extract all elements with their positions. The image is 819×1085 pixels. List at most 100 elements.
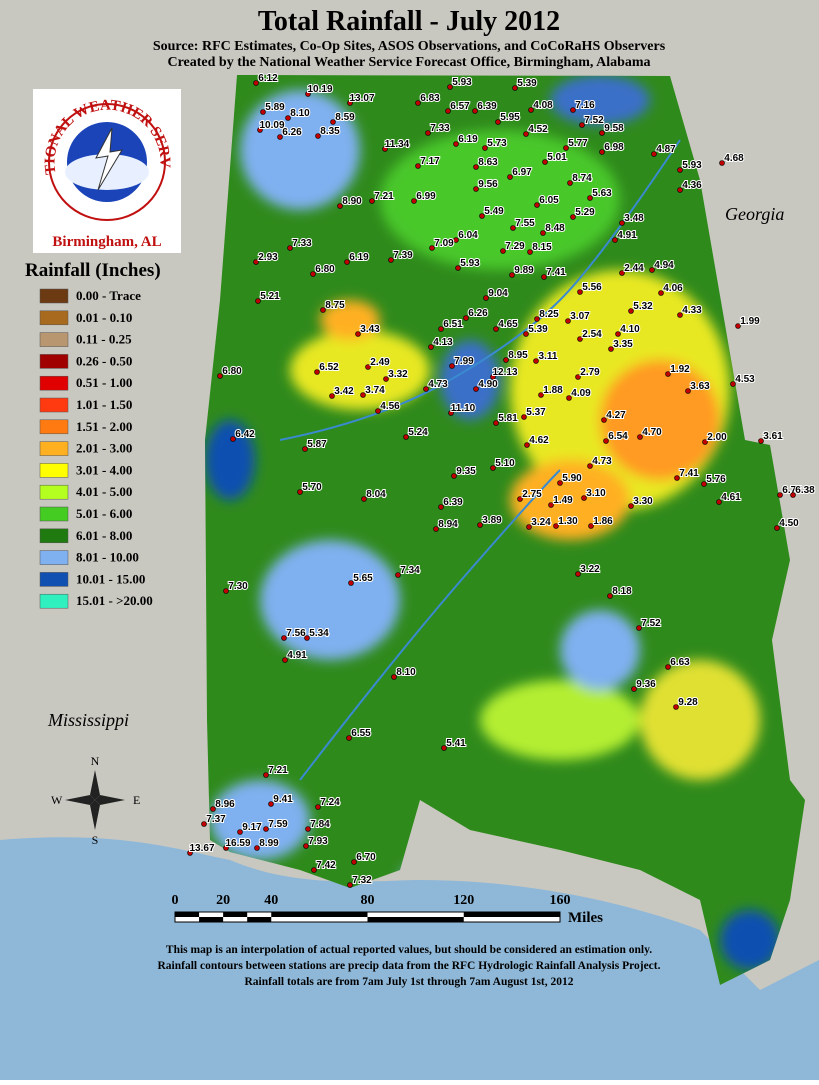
station-dot: [512, 85, 518, 91]
station-value: 6.12: [258, 73, 278, 84]
station-value: 5.41: [446, 738, 466, 749]
station-dot: [375, 408, 381, 414]
station-value: 4.53: [735, 374, 755, 385]
station-dot: [346, 735, 352, 741]
station-value: 9.28: [678, 697, 698, 708]
station-dot: [237, 829, 243, 835]
station-value: 6.05: [539, 195, 559, 206]
station-dot: [230, 436, 236, 442]
station-dot: [493, 420, 499, 426]
station-value: 5.89: [265, 102, 285, 113]
station-value: 6.42: [235, 429, 255, 440]
station-value: 5.32: [633, 301, 653, 312]
station-value: 5.93: [460, 258, 480, 269]
station-dot: [493, 326, 499, 332]
station-value: 4.50: [779, 518, 799, 529]
station-dot: [631, 686, 637, 692]
station-dot: [587, 195, 593, 201]
station-value: 7.56: [286, 628, 306, 639]
subtitle: Created by the National Weather Service …: [167, 55, 650, 70]
scale-tick-label: 120: [453, 893, 474, 908]
station-value: 6.19: [458, 134, 478, 145]
legend-label: 10.01 - 15.00: [76, 571, 145, 586]
station-dot: [608, 346, 614, 352]
station-dot: [448, 410, 454, 416]
legend-swatch: [39, 288, 69, 304]
station-dot: [255, 298, 261, 304]
station-value: 5.90: [562, 473, 582, 484]
station-dot: [619, 220, 625, 226]
station-value: 4.73: [592, 456, 612, 467]
station-dot: [790, 492, 796, 498]
station-value: 5.76: [706, 474, 726, 485]
station-value: 3.89: [482, 515, 502, 526]
station-value: 4.08: [533, 100, 553, 111]
legend-swatch: [39, 463, 69, 478]
station-dot: [665, 371, 671, 377]
station-value: 7.21: [268, 765, 288, 776]
station-value: 3.74: [365, 385, 385, 396]
station-value: 9.35: [456, 466, 476, 477]
station-value: 4.36: [682, 180, 702, 191]
logo-bolt: [95, 127, 123, 191]
station-value: 6.26: [282, 127, 302, 138]
station-dot: [473, 164, 479, 170]
station-dot: [566, 395, 572, 401]
station-dot: [383, 376, 389, 382]
state-label: Georgia: [725, 204, 784, 224]
footnote: This map is an interpolation of actual r…: [166, 944, 652, 956]
station-dot: [344, 259, 350, 265]
station-dot: [382, 146, 388, 152]
station-dot: [619, 270, 625, 276]
station-value: 1.49: [553, 495, 573, 506]
station-dot: [507, 174, 513, 180]
station-value: 10.09: [259, 120, 284, 131]
station-dot: [510, 225, 516, 231]
station-value: 4.91: [287, 650, 307, 661]
legend-swatch: [39, 528, 69, 544]
scale-tick-label: 80: [361, 893, 375, 908]
station-dot: [677, 167, 683, 173]
station-dot: [685, 388, 691, 394]
station-dot: [365, 364, 371, 370]
station-value: 1.30: [558, 516, 578, 527]
compass-s: S: [92, 833, 99, 847]
station-value: 8.59: [335, 112, 355, 123]
station-value: 3.35: [613, 339, 633, 350]
station-dot: [540, 230, 546, 236]
station-dot: [581, 495, 587, 501]
logo-office: Birmingham, AL: [52, 234, 161, 250]
station-value: 9.36: [636, 679, 656, 690]
station-value: 3.30: [633, 496, 653, 507]
legend-swatch: [39, 572, 69, 587]
station-value: 4.52: [528, 124, 548, 135]
station-dot: [441, 745, 447, 751]
station-dot: [388, 257, 394, 263]
scale-segment: [247, 917, 272, 922]
station-value: 4.33: [682, 305, 702, 316]
station-value: 8.10: [396, 667, 416, 678]
station-dot: [187, 850, 193, 856]
station-dot: [509, 272, 515, 278]
station-dot: [523, 131, 529, 137]
station-value: 8.48: [545, 223, 565, 234]
station-value: 6.26: [468, 308, 488, 319]
station-dot: [637, 434, 643, 440]
station-value: 6.39: [443, 497, 463, 508]
station-value: 6.38: [795, 485, 815, 496]
station-value: 9.56: [478, 179, 498, 190]
subtitle: Source: RFC Estimates, Co-Op Sites, ASOS…: [153, 39, 666, 54]
station-value: 5.56: [582, 282, 602, 293]
legend-label: 3.01 - 4.00: [76, 462, 132, 477]
station-value: 3.63: [690, 381, 710, 392]
legend-label: 0.26 - 0.50: [76, 353, 132, 368]
station-value: 5.24: [408, 427, 428, 438]
station-dot: [449, 363, 455, 369]
station-value: 8.15: [532, 242, 552, 253]
station-dot: [433, 526, 439, 532]
station-value: 2.44: [624, 263, 644, 274]
station-value: 1.99: [740, 316, 760, 327]
station-value: 2.00: [707, 432, 727, 443]
station-dot: [260, 109, 266, 115]
station-dot: [730, 381, 736, 387]
